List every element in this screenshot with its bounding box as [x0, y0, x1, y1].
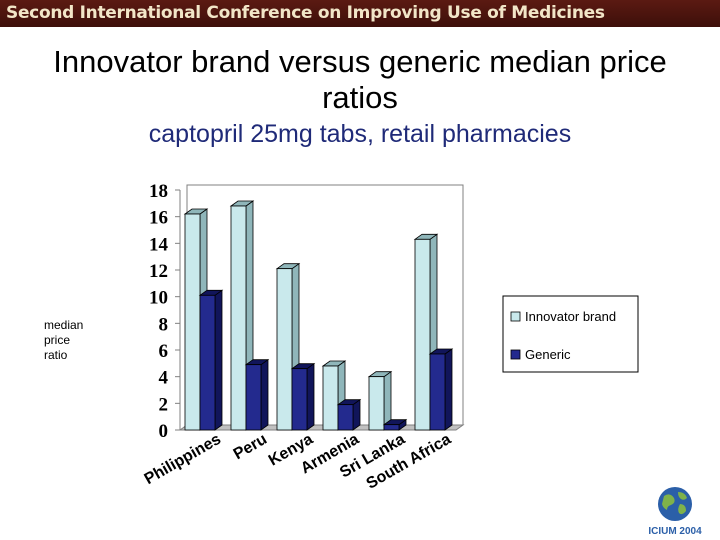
y-tick-label: 16	[149, 208, 168, 229]
y-tick-label: 6	[159, 341, 169, 362]
y-axis-label-line-1: median	[44, 318, 84, 332]
bar-generic-side	[214, 289, 223, 431]
legend-swatch-innovator	[510, 311, 521, 322]
y-axis-label-line-3: ratio	[44, 348, 68, 362]
y-tick-label: 8	[159, 314, 169, 335]
x-tick-label: Philippines	[142, 431, 224, 488]
bar-innovator	[414, 238, 431, 431]
legend-box	[502, 295, 639, 373]
legend-label-innovator: Innovator brand	[525, 309, 616, 324]
y-tick-label: 0	[159, 421, 169, 442]
bar-generic	[199, 294, 216, 431]
icium-logo: ICIUM 2004	[648, 487, 702, 537]
y-axis-label: median price ratio	[44, 318, 114, 363]
bar-generic-side	[306, 362, 315, 431]
bar-generic	[429, 353, 446, 431]
y-tick-label: 4	[159, 368, 169, 389]
bar-generic-side	[260, 358, 269, 431]
bar-generic	[245, 364, 262, 431]
x-tick-label: Peru	[231, 431, 270, 464]
title-line-2: ratios	[322, 80, 398, 115]
y-tick-label: 10	[149, 288, 168, 309]
bar-innovator	[230, 205, 247, 431]
legend-swatch-generic	[510, 349, 521, 360]
conference-banner: Second International Conference on Impro…	[0, 0, 720, 27]
slide-title: Innovator brand versus generic median pr…	[20, 44, 700, 116]
bar-innovator	[184, 213, 201, 431]
y-tick-label: 14	[149, 234, 169, 255]
legend-label-generic: Generic	[525, 347, 571, 362]
logo-text: ICIUM 2004	[648, 526, 702, 537]
title-line-1: Innovator brand versus generic median pr…	[53, 44, 667, 79]
y-tick-label: 18	[149, 181, 168, 202]
y-axis-label-line-2: price	[44, 333, 71, 347]
bar-innovator	[276, 268, 293, 431]
y-tick-label: 2	[159, 394, 169, 415]
bar-innovator	[368, 376, 385, 431]
y-tick-label: 12	[149, 261, 168, 282]
bar-generic	[291, 368, 308, 431]
bar-generic	[337, 404, 354, 431]
conference-name: Second International Conference on Impro…	[6, 3, 605, 23]
bar-generic	[383, 424, 400, 431]
bar-innovator	[322, 365, 339, 431]
bar-generic-side	[444, 348, 453, 431]
slide-subtitle: captopril 25mg tabs, retail pharmacies	[148, 120, 572, 148]
